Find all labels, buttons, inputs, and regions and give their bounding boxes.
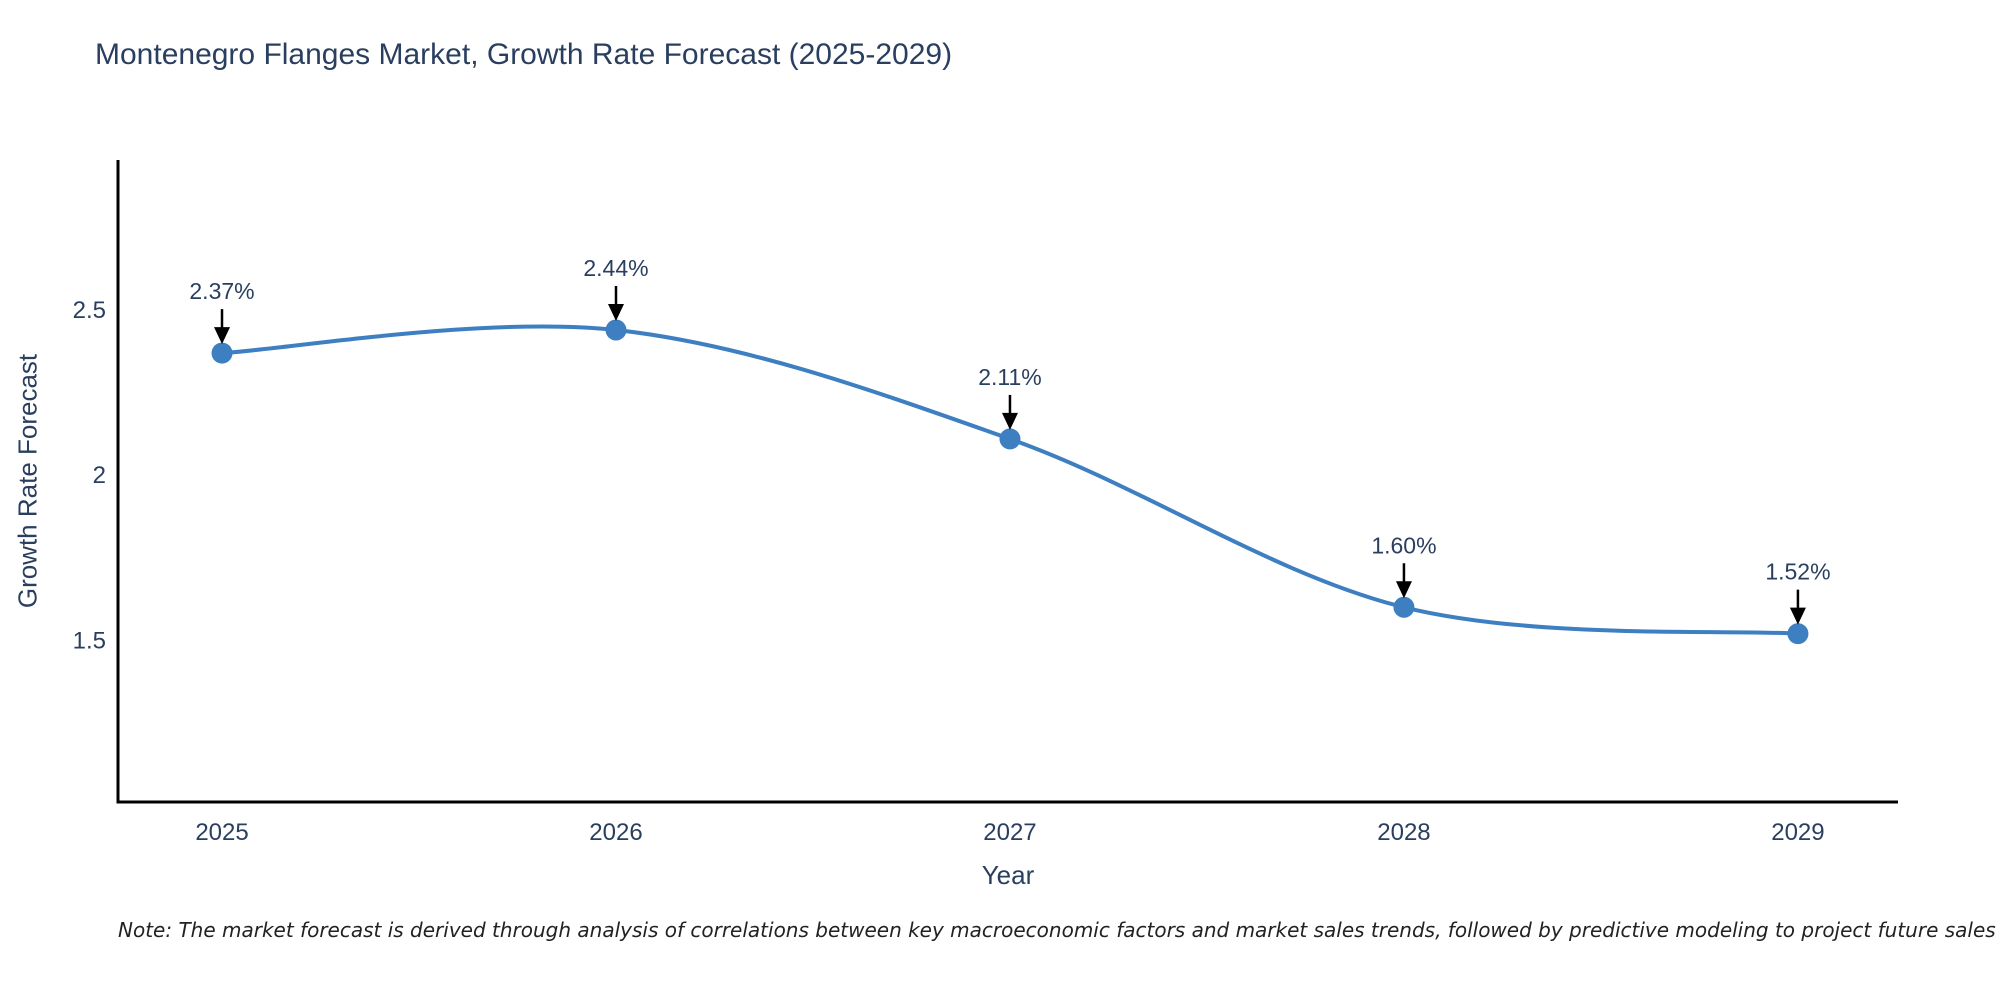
x-axis-title: Year	[981, 860, 1035, 890]
data-point-marker[interactable]	[1393, 596, 1415, 618]
x-tick-label: 2027	[983, 819, 1036, 846]
point-label: 1.60%	[1371, 532, 1436, 558]
annotation-arrowhead	[607, 303, 624, 321]
point-label: 2.37%	[189, 278, 254, 304]
annotation-arrowhead	[1395, 581, 1412, 599]
data-point-marker[interactable]	[1787, 623, 1809, 645]
x-tick-label: 2028	[1377, 819, 1430, 846]
y-tick-label: 2.5	[73, 297, 106, 324]
point-label: 2.44%	[583, 255, 648, 281]
annotation-arrowhead	[1001, 412, 1018, 430]
annotation-arrowhead	[1789, 607, 1806, 625]
point-label: 1.52%	[1765, 559, 1830, 585]
x-tick-label: 2029	[1771, 819, 1824, 846]
y-tick-label: 2	[93, 462, 106, 489]
data-point-marker[interactable]	[211, 342, 233, 364]
data-point-marker[interactable]	[605, 319, 627, 341]
x-tick-label: 2026	[589, 819, 642, 846]
point-label: 2.11%	[978, 364, 1042, 390]
y-tick-label: 1.5	[73, 627, 106, 654]
footnote: Note: The market forecast is derived thr…	[118, 918, 1996, 942]
x-tick-label: 2025	[195, 819, 248, 846]
data-point-marker[interactable]	[999, 428, 1021, 450]
y-axis-title: Growth Rate Forecast	[12, 353, 43, 609]
chart-title: Montenegro Flanges Market, Growth Rate F…	[95, 38, 953, 71]
annotation-arrowhead	[214, 327, 231, 345]
